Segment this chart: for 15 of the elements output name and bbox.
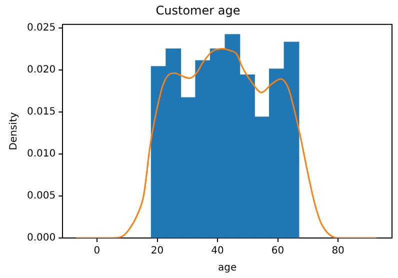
x-tick-label: 40 [211,246,224,257]
y-tick-label: 0.005 [26,190,56,202]
x-tick-label: 20 [150,246,164,257]
y-tick-label: 0.020 [26,64,56,76]
x-tick-label: 60 [271,246,284,257]
y-tick-label: 0.015 [26,106,56,118]
y-tick-label: 0.000 [26,232,56,244]
chart-title: Customer age [156,3,240,18]
x-tick-label: 80 [332,246,344,257]
line-series [75,48,378,238]
x-axis-title: age [218,262,237,274]
x-tick-label: 0 [94,246,100,257]
y-axis-title: Density [8,112,20,150]
y-tick-label: 0.010 [26,148,56,160]
y-tick-label: 0.025 [26,22,56,34]
